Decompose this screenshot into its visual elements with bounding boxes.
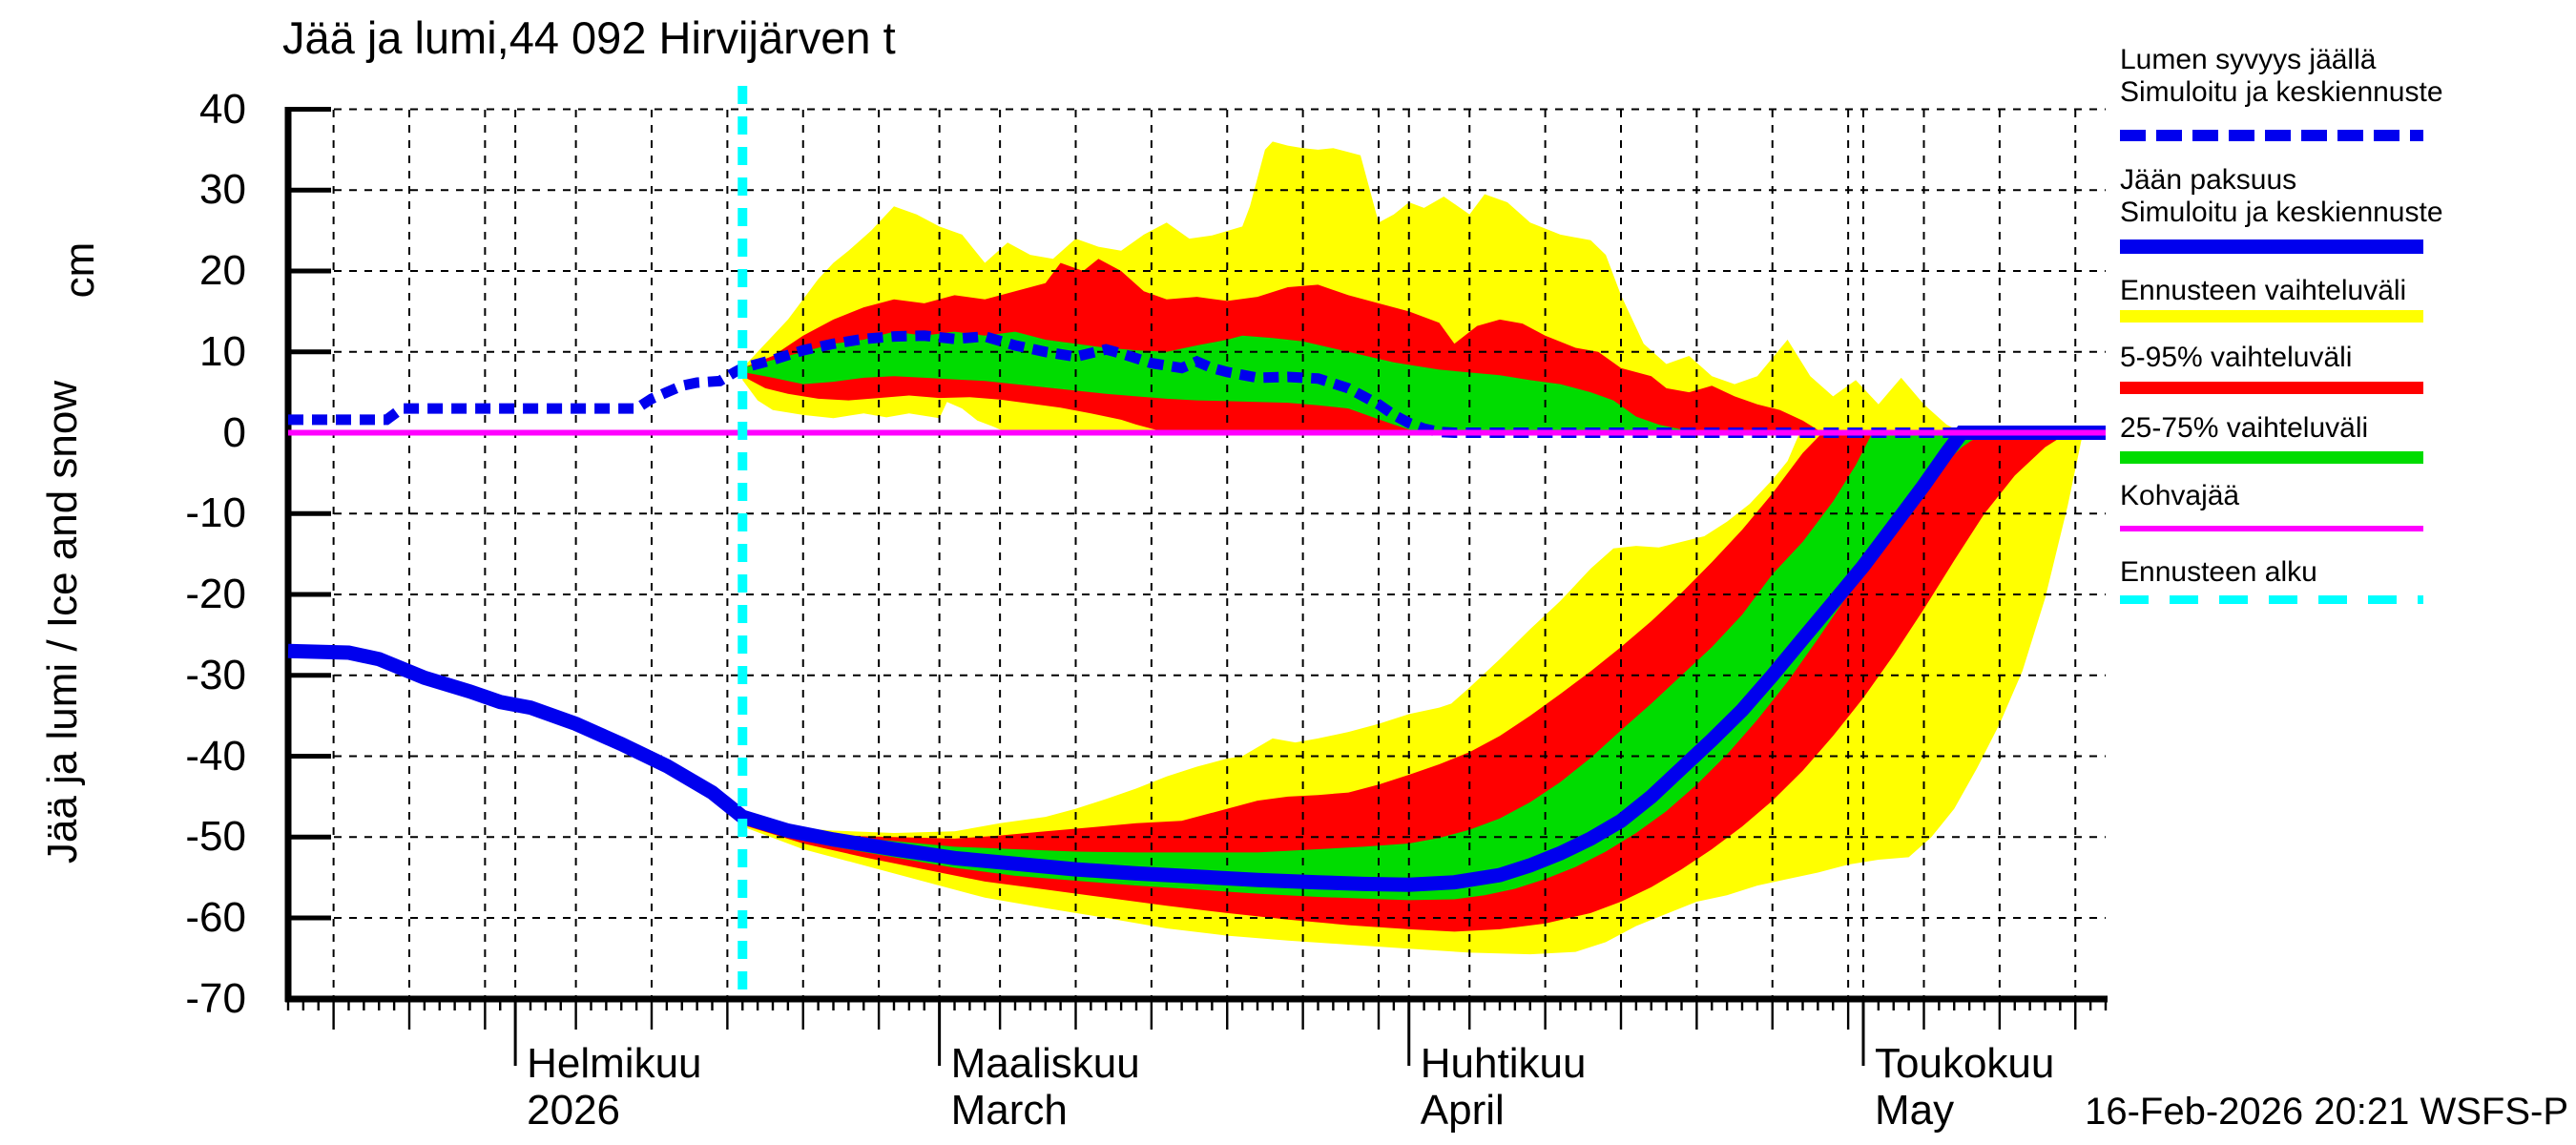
y-tick-label: 40 bbox=[199, 85, 246, 133]
y-tick-label: 0 bbox=[222, 408, 246, 456]
legend: Lumen syvyys jäällä Simuloitu ja keskienn… bbox=[2120, 0, 2576, 668]
month-label: Maaliskuu March bbox=[951, 1040, 1140, 1134]
month-label-line: April bbox=[1420, 1087, 1505, 1134]
legend-swatch-bar bbox=[2120, 310, 2423, 323]
y-tick-label: -20 bbox=[185, 571, 246, 617]
y-tick-label: -10 bbox=[185, 489, 246, 537]
y-tick-label: -50 bbox=[185, 813, 246, 861]
month-label: Toukokuu May bbox=[1875, 1040, 2054, 1134]
legend-label-line: 25-75% vaihteluväli bbox=[2120, 412, 2369, 444]
legend-label-line: Ennusteen alku bbox=[2120, 556, 2317, 588]
snow-depth-dashed-line bbox=[288, 330, 2106, 438]
legend-label-line: 5-95% vaihteluväli bbox=[2120, 342, 2353, 373]
y-tick-label: -70 bbox=[185, 974, 246, 1022]
chart-title: Jää ja lumi,44 092 Hirvijärven t bbox=[282, 12, 896, 63]
y-tick-label: 10 bbox=[199, 327, 246, 375]
ice-5-95-band bbox=[742, 432, 2106, 932]
legend-swatch-line bbox=[2120, 239, 2423, 254]
month-label-line: Maaliskuu bbox=[950, 1040, 1140, 1087]
legend-swatch-bar bbox=[2120, 382, 2423, 394]
month-label-line: Toukokuu bbox=[1875, 1040, 2055, 1087]
legend-label-line: Kohvajää bbox=[2120, 480, 2240, 511]
legend-label-line: Lumen syvyys jäällä bbox=[2120, 44, 2377, 75]
legend-item-label: Ennusteen alku bbox=[2120, 556, 2317, 589]
y-tick-label: -60 bbox=[185, 894, 246, 941]
legend-item-label: 5-95% vaihteluväli bbox=[2120, 342, 2352, 374]
legend-swatch-bar bbox=[2120, 451, 2423, 464]
legend-label-line: Jään paksuus bbox=[2120, 164, 2297, 196]
month-label-line: 2026 bbox=[527, 1087, 621, 1134]
month-label: Huhtikuu April bbox=[1421, 1040, 1587, 1134]
legend-item-label: 25-75% vaihteluväli bbox=[2120, 412, 2368, 445]
legend-item-label: Ennusteen vaihteluväli bbox=[2120, 275, 2406, 307]
month-label-line: Helmikuu bbox=[527, 1040, 702, 1087]
legend-swatch-thin-line bbox=[2120, 526, 2423, 531]
y-tick-label: -40 bbox=[185, 732, 246, 780]
month-label-line: March bbox=[950, 1087, 1068, 1134]
legend-item-label: Jään paksuus Simuloitu ja keskiennuste bbox=[2120, 164, 2443, 229]
legend-label-line: Simuloitu ja keskiennuste bbox=[2120, 76, 2443, 108]
y-tick-label: -30 bbox=[185, 651, 246, 698]
month-label-line: May bbox=[1875, 1087, 1955, 1134]
timestamp-footer: 16-Feb-2026 20:21 WSFS-P bbox=[2085, 1091, 2568, 1133]
ice-thickness-line bbox=[287, 426, 2106, 892]
legend-swatch-dashed-thin bbox=[2120, 595, 2423, 604]
y-tick-label: 30 bbox=[199, 166, 246, 214]
legend-swatch-dashed-line bbox=[2120, 130, 2423, 141]
legend-label-line: Ennusteen vaihteluväli bbox=[2120, 275, 2407, 306]
legend-item-label: Kohvajää bbox=[2120, 480, 2239, 512]
month-label-line: Huhtikuu bbox=[1420, 1040, 1587, 1087]
y-tick-label: 20 bbox=[199, 247, 246, 294]
legend-label-line: Simuloitu ja keskiennuste bbox=[2120, 197, 2443, 228]
legend-item-label: Lumen syvyys jäällä Simuloitu ja keskienn… bbox=[2120, 44, 2443, 109]
month-label: Helmikuu 2026 bbox=[527, 1040, 701, 1134]
